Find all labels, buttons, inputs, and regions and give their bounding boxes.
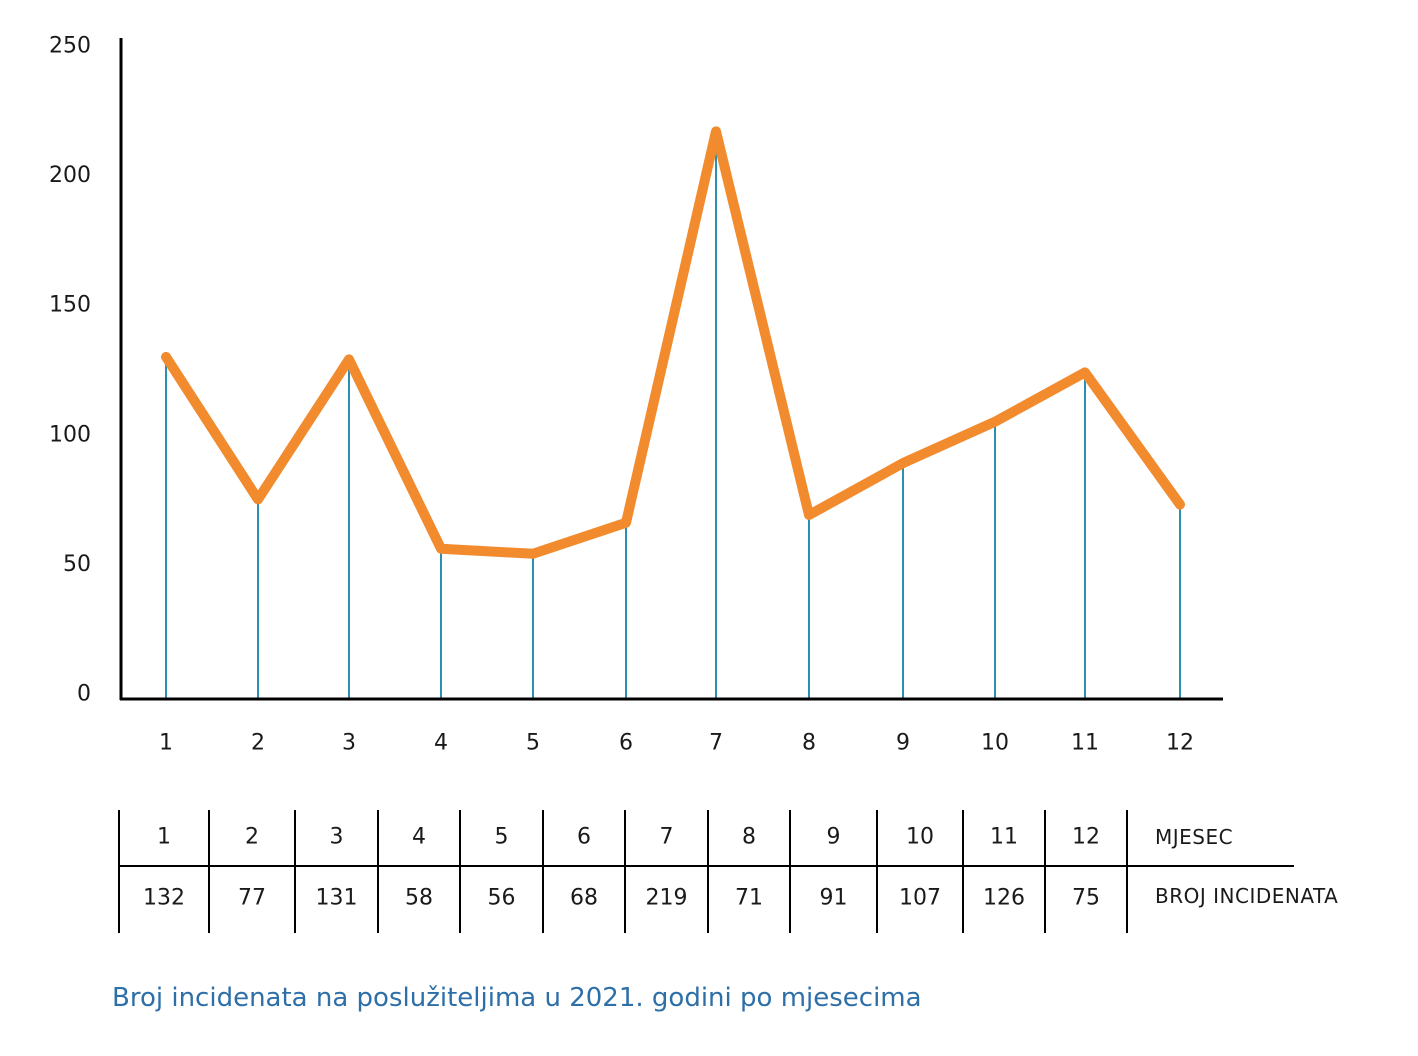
- x-tick-label: 11: [1071, 731, 1099, 756]
- table-month-cell: 7: [660, 825, 674, 850]
- x-tick-label: 5: [526, 731, 540, 756]
- x-tick-label: 6: [619, 731, 633, 756]
- table-count-cell: 219: [646, 886, 688, 911]
- y-tick-label: 50: [63, 552, 91, 577]
- x-axis-ticks: 1 2 3 4 5 6 7 8 9 10 11 12: [159, 731, 1194, 756]
- x-tick-label: 12: [1166, 731, 1194, 756]
- table-month-cell: 9: [827, 825, 841, 850]
- table-month-cell: 4: [412, 825, 426, 850]
- table-count-cell: 68: [570, 886, 598, 911]
- table-count-cell: 71: [735, 886, 763, 911]
- x-tick-label: 2: [251, 731, 265, 756]
- x-tick-label: 10: [981, 731, 1009, 756]
- y-tick-label: 250: [49, 34, 91, 59]
- y-axis-ticks: 0 50 100 150 200 250: [49, 34, 91, 707]
- drop-lines: [165, 131, 1181, 699]
- chart-caption: Broj incidenata na poslužiteljima u 2021…: [112, 983, 922, 1013]
- x-tick-label: 8: [802, 731, 816, 756]
- x-tick-label: 1: [159, 731, 173, 756]
- table-month-cell: 3: [330, 825, 344, 850]
- table-count-cell: 126: [983, 886, 1025, 911]
- y-tick-label: 0: [77, 682, 91, 707]
- table-count-cell: 132: [143, 886, 185, 911]
- y-tick-label: 200: [49, 163, 91, 188]
- x-tick-label: 4: [434, 731, 448, 756]
- y-tick-label: 150: [49, 293, 91, 318]
- data-table: 1 132 2 77 3 131 4 58 5 56 6 68 7 219 8 71 9 91 10 107 11 126…: [118, 810, 1338, 933]
- x-tick-label: 3: [342, 731, 356, 756]
- table-month-cell: 10: [906, 825, 934, 850]
- series-group: [161, 126, 1185, 559]
- x-tick-label: 7: [709, 731, 723, 756]
- table-month-cell: 5: [495, 825, 509, 850]
- table-count-cell: 77: [238, 886, 266, 911]
- table-month-cell: 8: [742, 825, 756, 850]
- table-count-cell: 131: [316, 886, 358, 911]
- table-month-cell: 2: [245, 825, 259, 850]
- table-count-cell: 56: [488, 886, 516, 911]
- table-month-cell: 11: [990, 825, 1018, 850]
- table-count-cell: 75: [1072, 886, 1100, 911]
- table-count-cell: 91: [820, 886, 848, 911]
- table-month-cell: 12: [1072, 825, 1100, 850]
- table-row-label-count: BROJ INCIDENATA: [1155, 884, 1338, 908]
- x-tick-label: 9: [896, 731, 910, 756]
- table-row-label-month: MJESEC: [1155, 825, 1233, 849]
- table-count-cell: 107: [899, 886, 941, 911]
- table-count-cell: 58: [405, 886, 433, 911]
- y-tick-label: 100: [49, 422, 91, 447]
- table-month-cell: 6: [577, 825, 591, 850]
- table-month-cell: 1: [157, 825, 171, 850]
- series-line: [161, 126, 1185, 559]
